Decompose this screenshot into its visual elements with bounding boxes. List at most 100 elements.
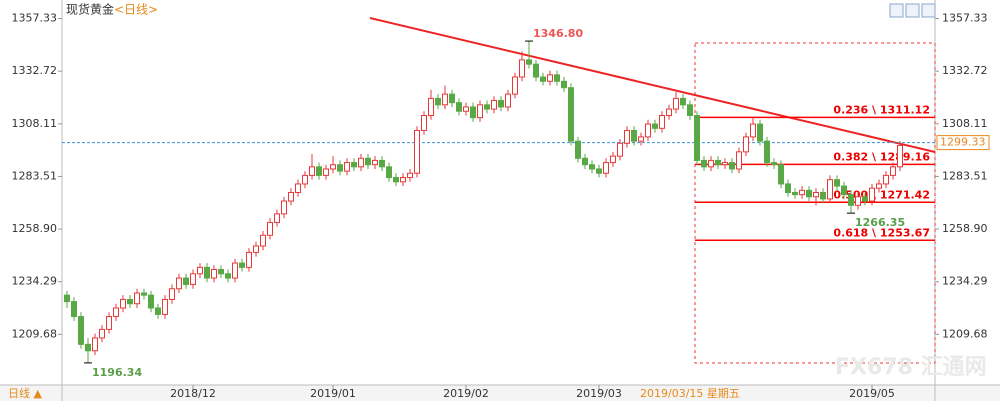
candle-body bbox=[463, 106, 469, 112]
candle-body bbox=[841, 185, 847, 196]
annotation-label: 1266.35 bbox=[855, 216, 905, 229]
candle-body bbox=[190, 273, 196, 285]
candle-body bbox=[799, 189, 805, 196]
tool-button[interactable] bbox=[889, 3, 904, 18]
trend-line bbox=[369, 17, 936, 153]
candle-body bbox=[281, 200, 287, 215]
x-tick-label: 2018/12 bbox=[170, 387, 216, 400]
y-tick-label-right: 1308.11 bbox=[942, 117, 988, 130]
fib-label: 0.618 \ 1253.67 bbox=[833, 226, 930, 239]
candle-body bbox=[743, 136, 749, 153]
candle-body bbox=[596, 168, 602, 174]
candle-body bbox=[393, 177, 399, 183]
candle-body bbox=[71, 301, 77, 318]
candle-body bbox=[400, 177, 406, 183]
candle-body bbox=[92, 337, 98, 352]
candle-body bbox=[764, 140, 770, 164]
candle-body bbox=[526, 59, 532, 65]
candle-body bbox=[120, 298, 126, 309]
fib-label: 0.500 \ 1271.42 bbox=[833, 188, 930, 201]
candle-body bbox=[344, 162, 350, 172]
candle-body bbox=[869, 187, 875, 202]
candle-body bbox=[603, 162, 609, 174]
x-tick-label: 2019/05 bbox=[849, 387, 895, 400]
last-price-label: 1299.33 bbox=[940, 136, 986, 149]
candle-body bbox=[806, 189, 812, 198]
candle-body bbox=[673, 97, 679, 110]
candle-body bbox=[288, 192, 294, 202]
x-tick-label: 2019/01 bbox=[310, 387, 356, 400]
candle-body bbox=[253, 245, 259, 253]
candle-body bbox=[876, 183, 882, 189]
candle-body bbox=[337, 164, 343, 172]
candle-body bbox=[533, 63, 539, 78]
candle-body bbox=[267, 221, 273, 236]
candle-body bbox=[722, 162, 728, 166]
candle-body bbox=[148, 294, 154, 309]
candle-body bbox=[890, 166, 896, 176]
candle-body bbox=[232, 262, 238, 279]
candle-body bbox=[519, 59, 525, 78]
candle-body bbox=[421, 115, 427, 131]
candle-body bbox=[442, 93, 448, 106]
candle-body bbox=[708, 159, 714, 168]
candle-body bbox=[547, 74, 553, 82]
period-label[interactable]: 日线 ▲ bbox=[8, 386, 42, 400]
candle-body bbox=[540, 76, 546, 82]
candle-body bbox=[568, 87, 574, 142]
candle-body bbox=[435, 97, 441, 106]
candle-body bbox=[680, 97, 686, 106]
candle-body bbox=[316, 166, 322, 176]
candle-body bbox=[610, 155, 616, 164]
candle-body bbox=[715, 159, 721, 166]
candle-body bbox=[512, 76, 518, 95]
candle-body bbox=[862, 196, 868, 202]
candle-body bbox=[792, 192, 798, 196]
candle-body bbox=[848, 194, 854, 206]
fib-label: 0.236 \ 1311.12 bbox=[833, 103, 930, 116]
candle-body bbox=[169, 288, 175, 300]
candle-body bbox=[638, 136, 644, 142]
candle-body bbox=[631, 129, 637, 142]
candle-body bbox=[274, 213, 280, 223]
y-tick-label-right: 1209.68 bbox=[942, 327, 988, 340]
candle-body bbox=[652, 123, 658, 129]
candle-body bbox=[260, 234, 266, 247]
candle-body bbox=[197, 266, 203, 275]
candle-body bbox=[554, 74, 560, 82]
candle-body bbox=[183, 277, 189, 285]
candle-body bbox=[771, 162, 777, 166]
candle-body bbox=[162, 298, 168, 315]
y-tick-label: 1357.33 bbox=[12, 12, 58, 25]
annotation-label: 1346.80 bbox=[533, 27, 583, 40]
candle-body bbox=[659, 115, 665, 129]
candle-body bbox=[750, 123, 756, 138]
candle-body bbox=[134, 292, 140, 305]
candle-body bbox=[330, 164, 336, 170]
candle-body bbox=[323, 168, 329, 176]
candle-body bbox=[351, 162, 357, 168]
candle-body bbox=[827, 179, 833, 200]
y-tick-label: 1283.51 bbox=[12, 169, 58, 182]
candle-body bbox=[757, 123, 763, 142]
tool-button[interactable] bbox=[921, 3, 936, 18]
tool-button[interactable] bbox=[905, 3, 920, 18]
candle-body bbox=[127, 298, 133, 305]
candle-body bbox=[813, 192, 819, 198]
candle-body bbox=[141, 292, 147, 296]
watermark: FX678 汇通网 bbox=[835, 355, 987, 380]
candle-body bbox=[449, 93, 455, 104]
candle-body bbox=[582, 157, 588, 166]
candle-body bbox=[820, 192, 826, 200]
candle-body bbox=[372, 159, 378, 166]
candle-body bbox=[85, 343, 91, 352]
candle-body bbox=[617, 142, 623, 157]
y-tick-label-right: 1357.33 bbox=[942, 12, 988, 25]
candle-body bbox=[701, 159, 707, 168]
candle-body bbox=[99, 328, 105, 339]
candle-body bbox=[386, 166, 392, 179]
candle-body bbox=[295, 183, 301, 193]
y-tick-label-right: 1258.90 bbox=[942, 222, 988, 235]
